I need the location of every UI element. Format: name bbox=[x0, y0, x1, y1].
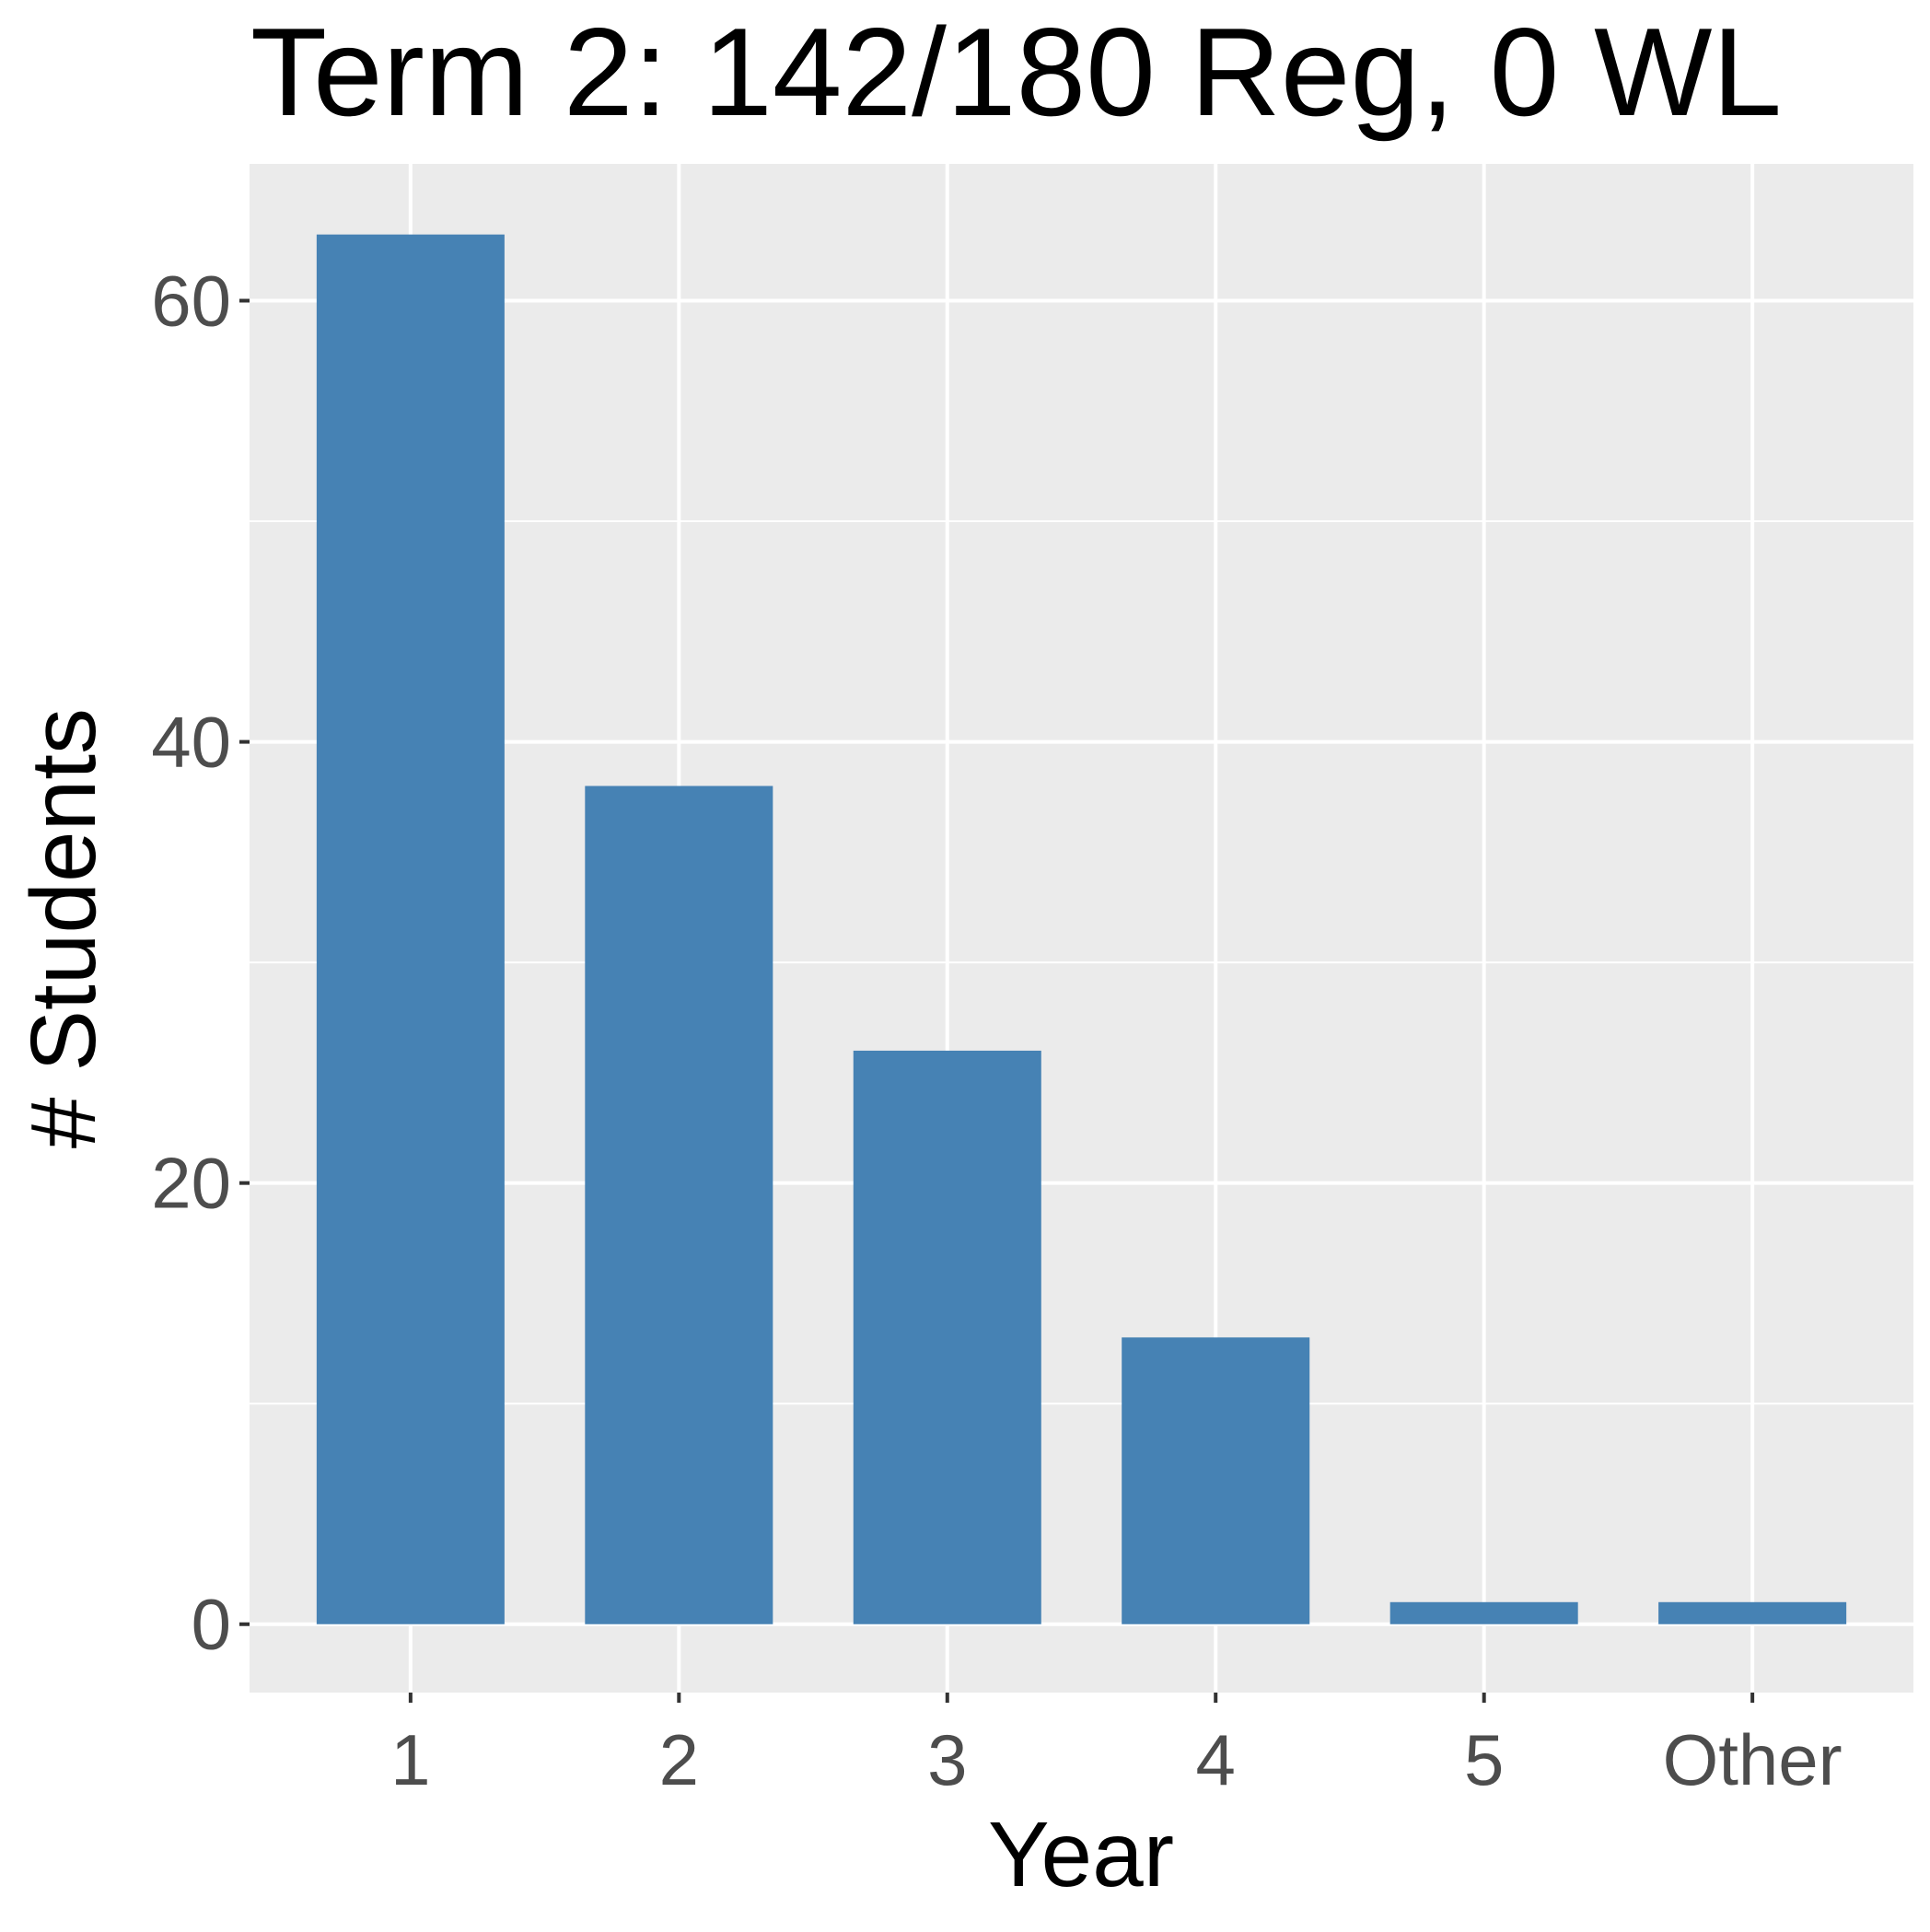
bar-5 bbox=[1389, 1601, 1578, 1624]
y-tick-label-1: 20 bbox=[151, 1143, 231, 1224]
x-tick-label-5: Other bbox=[1663, 1719, 1843, 1800]
x-tick-label-0: 1 bbox=[390, 1719, 430, 1800]
plot-panel bbox=[250, 164, 1913, 1693]
bar-4 bbox=[1122, 1337, 1310, 1624]
bar-3 bbox=[853, 1050, 1041, 1624]
minor-gridlines bbox=[250, 520, 1913, 1405]
x-tick-label-2: 3 bbox=[927, 1719, 967, 1800]
y-axis-title: # Students bbox=[12, 708, 115, 1148]
x-tick-label-1: 2 bbox=[659, 1719, 699, 1800]
chart-title: Term 2: 142/180 Reg, 0 WL bbox=[250, 2, 1782, 142]
x-tick-label-3: 4 bbox=[1196, 1719, 1236, 1800]
bar-other bbox=[1658, 1601, 1847, 1624]
bar-1 bbox=[316, 234, 505, 1624]
y-tick-label-3: 60 bbox=[151, 261, 231, 342]
bar-2 bbox=[585, 786, 773, 1624]
bars bbox=[316, 234, 1847, 1624]
x-axis: 1 2 3 4 5 Other bbox=[390, 1693, 1843, 1800]
y-tick-label-2: 40 bbox=[151, 702, 231, 783]
y-axis: 0 20 40 60 bbox=[151, 261, 250, 1665]
x-axis-title: Year bbox=[988, 1803, 1174, 1906]
y-tick-label-0: 0 bbox=[192, 1584, 231, 1665]
x-tick-label-4: 5 bbox=[1464, 1719, 1504, 1800]
